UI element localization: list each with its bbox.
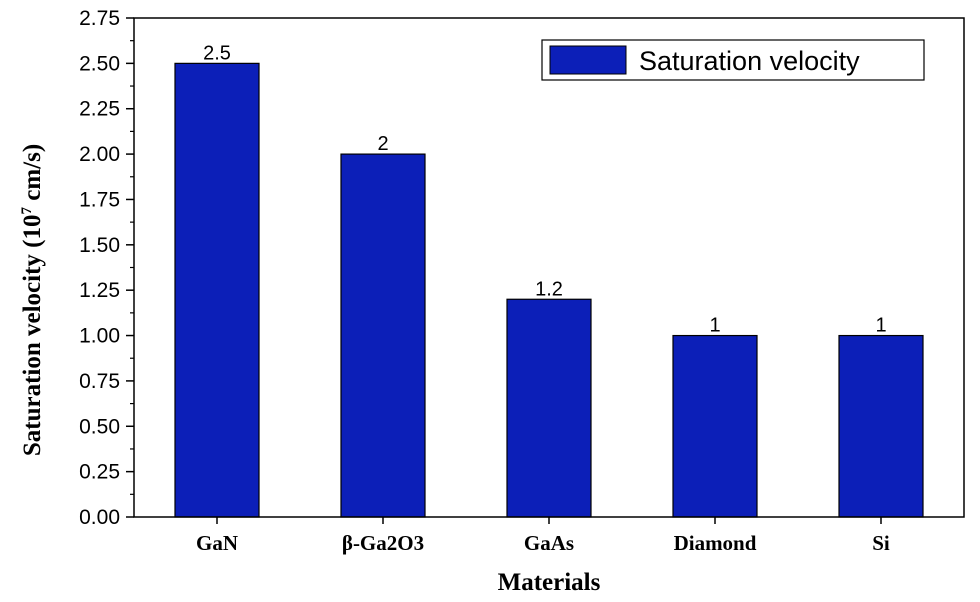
y-tick-label: 1.75 xyxy=(79,188,120,211)
x-category-label: Si xyxy=(872,531,890,555)
y-axis-title-superscript: 7 xyxy=(19,207,35,215)
bar xyxy=(838,334,924,518)
legend-swatch xyxy=(549,45,627,75)
bar xyxy=(672,334,758,518)
bar xyxy=(174,62,260,518)
y-tick-label: 0.00 xyxy=(79,506,120,529)
bars xyxy=(174,62,924,518)
y-tick-label: 0.50 xyxy=(79,415,120,438)
y-tick-label: 0.75 xyxy=(79,370,120,393)
data-label: 2.5 xyxy=(203,42,231,64)
y-axis-title-suffix: cm/s) xyxy=(19,144,46,207)
y-tick-label: 2.00 xyxy=(79,143,120,166)
y-tick-label: 2.75 xyxy=(79,7,120,30)
x-category-label: GaN xyxy=(196,531,238,555)
x-category-label: Diamond xyxy=(674,531,757,555)
x-axis-title: Materials xyxy=(498,569,601,596)
data-label: 1.2 xyxy=(535,278,563,300)
data-label: 1 xyxy=(709,315,720,337)
y-tick-label: 1.25 xyxy=(79,279,120,302)
legend: Saturation velocity xyxy=(541,39,925,81)
bar xyxy=(340,153,426,518)
y-tick-label: 0.25 xyxy=(79,461,120,484)
legend-label: Saturation velocity xyxy=(639,46,860,76)
y-axis-ticks: 0.00 0.25 0.50 0.75 1.00 1.25 1.50 1.75 2.00 2.25… xyxy=(79,7,134,529)
x-category-label: β-Ga2O3 xyxy=(342,531,424,555)
x-axis-categories: GaN β-Ga2O3 GaAs Diamond Si xyxy=(196,517,890,555)
y-tick-label: 2.25 xyxy=(79,98,120,121)
data-label: 2 xyxy=(377,133,388,155)
y-tick-label: 1.00 xyxy=(79,325,120,348)
data-labels: 2.5 2 1.2 1 1 xyxy=(203,42,886,336)
x-category-label: GaAs xyxy=(524,531,574,555)
y-axis-title-main: Saturation velocity (10 xyxy=(19,215,46,457)
bar xyxy=(506,298,592,518)
data-label: 1 xyxy=(875,315,886,337)
plot-frame xyxy=(133,17,965,518)
y-tick-label: 1.50 xyxy=(79,234,120,257)
y-axis-title: Saturation velocity (107 cm/s) xyxy=(19,144,46,456)
y-tick-label: 2.50 xyxy=(79,52,120,75)
